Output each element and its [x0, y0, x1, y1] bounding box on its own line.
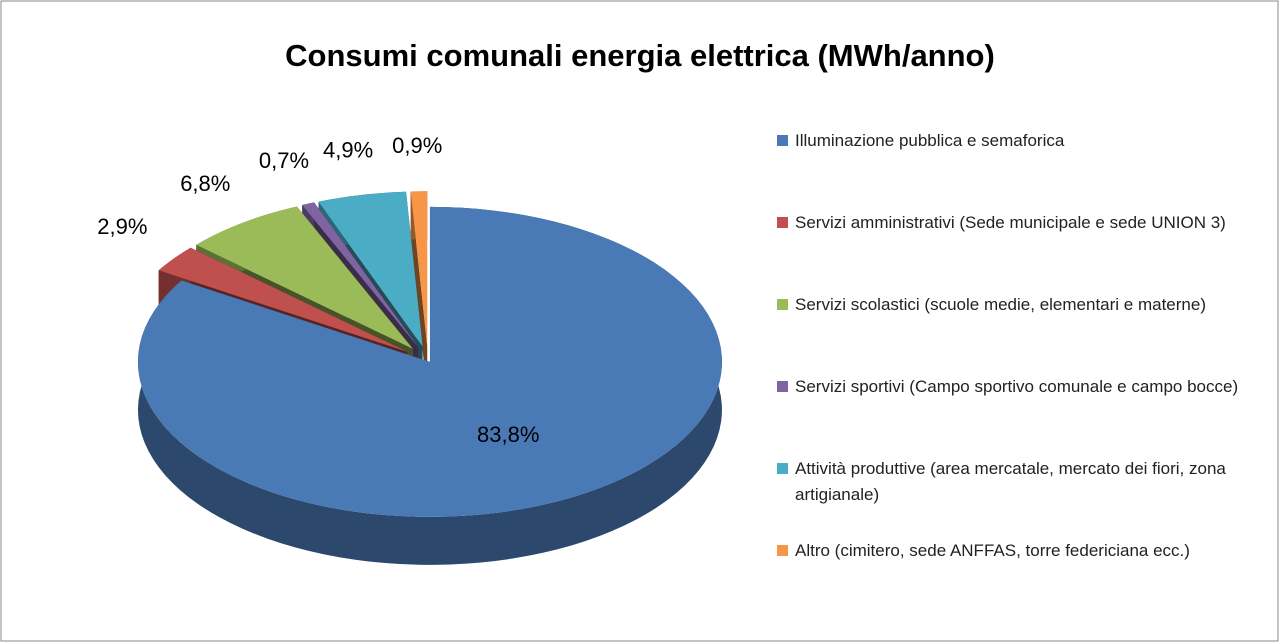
legend-swatch: [777, 463, 788, 474]
legend-item: Altro (cimitero, sede ANFFAS, torre fede…: [777, 538, 1247, 620]
legend-item: Servizi sportivi (Campo sportivo comunal…: [777, 374, 1247, 456]
slice: [196, 206, 413, 349]
legend-swatch: [777, 545, 788, 556]
legend-label: Altro (cimitero, sede ANFFAS, torre fede…: [795, 541, 1190, 560]
data-label: 2,9%: [97, 214, 147, 239]
legend-item: Servizi scolastici (scuole medie, elemen…: [777, 292, 1247, 374]
slice: [410, 191, 428, 347]
legend-label: Illuminazione pubblica e semaforica: [795, 131, 1065, 150]
data-label: 0,7%: [259, 148, 309, 173]
legend-label: Servizi scolastici (scuole medie, elemen…: [795, 295, 1206, 314]
slice: [318, 191, 423, 347]
data-label: 83,8%: [477, 422, 539, 447]
legend: Illuminazione pubblica e semaforica Servi…: [777, 128, 1247, 620]
legend-swatch: [777, 135, 788, 146]
data-label: 0,9%: [392, 133, 442, 158]
legend-label: Attività produttive (area mercatale, mer…: [795, 459, 1226, 504]
pie: [137, 191, 722, 565]
slice: [158, 247, 408, 352]
slice: [137, 206, 722, 517]
legend-swatch: [777, 381, 788, 392]
legend-item: Illuminazione pubblica e semaforica: [777, 128, 1247, 210]
slice-side: [410, 191, 428, 395]
legend-item: Attività produttive (area mercatale, mer…: [777, 456, 1247, 538]
legend-label: Servizi sportivi (Campo sportivo comunal…: [795, 377, 1239, 396]
legend-swatch: [777, 217, 788, 228]
data-label: 6,8%: [180, 171, 230, 196]
legend-item: Servizi amministrativi (Sede municipale …: [777, 210, 1247, 292]
slice: [302, 202, 419, 348]
data-label: 4,9%: [323, 137, 373, 162]
legend-swatch: [777, 299, 788, 310]
legend-label: Servizi amministrativi (Sede municipale …: [795, 213, 1226, 232]
chart-title: Consumi comunali energia elettrica (MWh/…: [285, 38, 995, 73]
